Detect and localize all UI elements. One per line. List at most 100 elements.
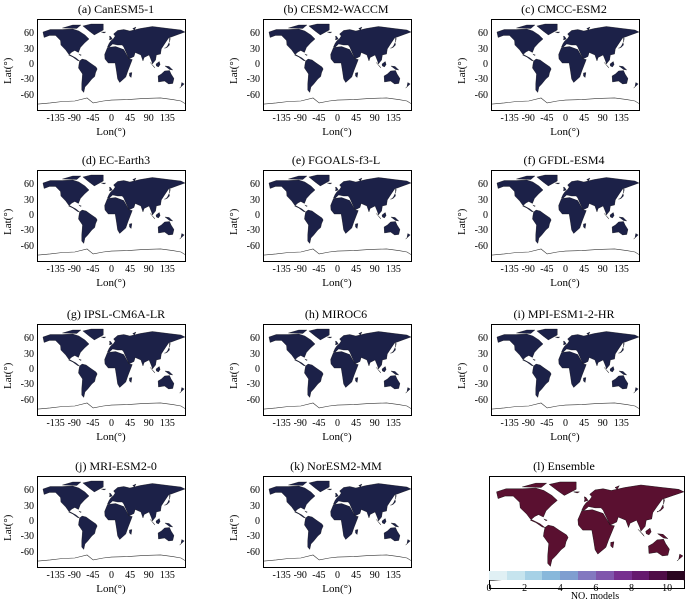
land-mass — [522, 482, 548, 488]
x-tick-label: 45 — [351, 570, 362, 581]
land-mass — [308, 328, 330, 341]
x-tick-label: -45 — [312, 264, 326, 275]
land-mass — [157, 375, 175, 390]
land-mass — [179, 387, 185, 394]
land-mass — [78, 53, 82, 56]
y-axis-label: Lat(°) — [2, 208, 14, 235]
land-mass — [330, 197, 359, 234]
y-tick-label: -30 — [20, 74, 34, 86]
colorbar — [489, 571, 685, 580]
x-tick-label: 90 — [597, 418, 608, 429]
land-mass — [82, 328, 104, 341]
land-mass — [532, 209, 552, 244]
land-mass — [304, 363, 324, 398]
land-mass — [532, 204, 536, 207]
land-mass — [335, 35, 339, 41]
x-tick-label: 45 — [351, 418, 362, 429]
y-tick-label: 30 — [24, 43, 34, 55]
land-mass — [104, 503, 133, 540]
land-mass — [333, 483, 411, 522]
x-tick-label: -90 — [293, 418, 307, 429]
land-mass — [611, 221, 629, 236]
land-mass — [381, 212, 387, 219]
panel-title: (d) EC-Earth3 — [81, 153, 151, 167]
x-tick-label: 45 — [579, 113, 590, 124]
x-tick-label: 135 — [159, 264, 175, 275]
land-mass — [78, 204, 82, 207]
land-mass — [157, 221, 175, 236]
x-axis-label: Lon(°) — [96, 431, 126, 443]
x-axis-label: Lon(°) — [322, 277, 352, 289]
y-tick-label: -30 — [20, 225, 34, 237]
y-axis-label: Lat(°) — [2, 514, 14, 541]
y-tick-label: 60 — [24, 485, 34, 497]
y-tick-label: 60 — [250, 179, 260, 191]
land-mass — [101, 336, 107, 339]
land-mass — [561, 26, 639, 65]
land-mass — [586, 26, 591, 31]
land-mass — [327, 182, 333, 185]
land-mass — [623, 342, 625, 348]
colorbar-tick-label: 8 — [629, 583, 635, 594]
colorbar-tick-label: 0 — [486, 583, 492, 594]
land-mass — [618, 42, 624, 49]
land-mass — [405, 233, 411, 240]
land-mass — [330, 46, 359, 83]
land-mass — [109, 35, 113, 41]
land-mass — [335, 492, 339, 498]
y-tick-label: 60 — [24, 28, 34, 40]
antarctica-coast — [264, 248, 411, 256]
y-tick-label: 60 — [478, 28, 488, 40]
y-tick-label: -60 — [20, 89, 34, 101]
land-mass — [327, 31, 333, 34]
land-mass — [610, 541, 615, 549]
land-mass — [150, 62, 155, 69]
land-mass — [333, 26, 411, 65]
x-tick-label: -45 — [540, 264, 554, 275]
land-mass — [304, 53, 308, 56]
land-mass — [62, 24, 82, 29]
land-mass — [376, 213, 381, 220]
land-mass — [558, 351, 587, 388]
land-mass — [496, 179, 544, 213]
y-tick-label: 60 — [24, 179, 34, 191]
x-tick-label: 45 — [125, 570, 136, 581]
land-mass — [327, 336, 333, 339]
y-tick-label: 60 — [250, 333, 260, 345]
antarctica-coast — [38, 554, 185, 562]
land-mass — [604, 213, 609, 220]
land-mass — [633, 233, 639, 240]
map-panel: (h) MIROC6 60 30 0 -30 -60 Lat(°) -135 -90 -45 0 45… — [226, 307, 449, 457]
y-tick-label: 0 — [483, 364, 488, 375]
x-axis-label: Lon(°) — [550, 277, 580, 289]
land-mass — [335, 186, 339, 192]
land-mass — [164, 193, 170, 200]
land-mass — [623, 188, 625, 194]
panel-title: (e) FGOALS-f3-L — [291, 153, 381, 167]
x-tick-label: 135 — [385, 418, 401, 429]
land-mass — [132, 26, 137, 31]
world-map — [264, 174, 411, 256]
land-mass — [656, 533, 669, 539]
x-tick-label: 0 — [109, 113, 114, 124]
y-tick-label: -60 — [20, 546, 34, 558]
land-mass — [609, 366, 615, 373]
land-mass — [618, 347, 624, 354]
land-mass — [516, 24, 536, 29]
land-mass — [383, 375, 401, 390]
land-mass — [308, 174, 330, 187]
y-axis-label: Lat(°) — [2, 362, 14, 389]
land-mass — [82, 480, 104, 493]
x-tick-label: -135 — [272, 418, 291, 429]
x-tick-label: -90 — [67, 570, 81, 581]
land-mass — [390, 347, 396, 354]
x-axis-label: Lon(°) — [96, 583, 126, 595]
x-tick-label: -90 — [521, 264, 535, 275]
colorbar-bin — [595, 571, 614, 580]
land-mass — [42, 28, 90, 62]
y-tick-label: 60 — [250, 28, 260, 40]
land-mass — [157, 527, 175, 542]
land-mass — [395, 494, 397, 500]
x-tick-label: 90 — [597, 264, 608, 275]
land-mass — [268, 28, 316, 62]
